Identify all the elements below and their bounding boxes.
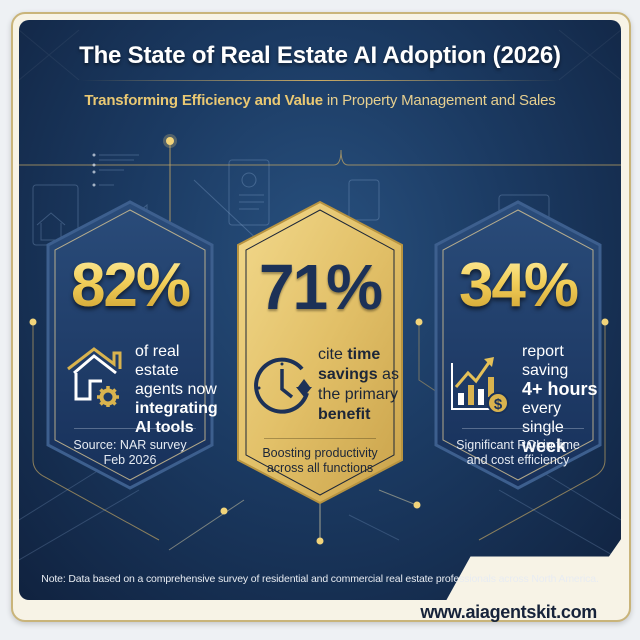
svg-text:$: $ (494, 396, 503, 413)
desc-text: as (377, 366, 399, 383)
desc-line: every single (522, 400, 564, 436)
stat-footer: Significant ROI in time and cost efficie… (432, 438, 604, 468)
subtitle-bold: Transforming Efficiency and Value (84, 92, 323, 109)
stat-description: cite time savings as the primary benefit (318, 345, 399, 425)
desc-line: report saving (522, 343, 569, 379)
stat-percent: 71% (258, 251, 383, 323)
desc-line: the primary (318, 386, 399, 403)
stat-card-agents-integrating: 82% of real estate agents now integratin… (44, 200, 218, 490)
subtitle-rest: in Property Management and Sales (322, 92, 556, 109)
desc-bold: time (347, 346, 381, 363)
stat-percent: 82% (44, 250, 216, 321)
growth-chart-dollar-icon: $ (451, 357, 509, 414)
footnote: Note: Data based on a comprehensive surv… (41, 573, 599, 585)
stat-footer: Boosting productivity across all functio… (234, 446, 406, 476)
hexagon-card-shape (434, 200, 602, 490)
stat-footer: Source: NAR survey Feb 2026 (44, 438, 216, 468)
stat-percent: 34% (432, 250, 604, 321)
footer-line: Boosting productivity (262, 446, 378, 460)
footer-line: Significant ROI in time (456, 438, 580, 452)
desc-line: of real estate (135, 343, 180, 379)
website-link[interactable]: www.aiagentskit.com (420, 602, 597, 622)
card-separator (462, 428, 584, 429)
hexagon-card-shape (46, 200, 214, 490)
card-separator (264, 438, 376, 439)
desc-text: cite (318, 346, 348, 363)
title-divider (80, 80, 560, 81)
page-subtitle: Transforming Efficiency and Value in Pro… (0, 92, 640, 109)
desc-bold: savings (318, 366, 378, 383)
stat-description: of real estate agents now integrating AI… (135, 342, 218, 437)
desc-bold: benefit (318, 406, 371, 423)
stat-card-hours-saved: 34% $ report saving 4+ hours every singl… (432, 200, 604, 490)
desc-line: integrating (135, 400, 218, 417)
desc-line: cite time (318, 345, 399, 365)
desc-line: 4+ hours (522, 379, 598, 399)
page-title: The State of Real Estate AI Adoption (20… (79, 42, 561, 69)
footer-line: Source: NAR survey (73, 438, 187, 452)
footer-line: across all functions (266, 461, 374, 475)
desc-line: agents now (135, 381, 217, 398)
clock-arrow-icon (254, 357, 312, 414)
stat-card-time-savings: 71% cite time savings as the primary ben… (234, 200, 406, 505)
footer-line: and cost efficiency (466, 453, 570, 467)
house-gear-icon (67, 347, 122, 407)
hexagon-card-shape (237, 200, 403, 505)
desc-line: benefit (318, 405, 399, 425)
desc-line: week (522, 436, 567, 456)
desc-line: savings as (318, 365, 399, 385)
desc-line: AI tools (135, 419, 194, 436)
card-separator (74, 428, 196, 429)
stat-description: report saving 4+ hours every single week (522, 342, 604, 456)
footer-line: Feb 2026 (103, 453, 157, 467)
